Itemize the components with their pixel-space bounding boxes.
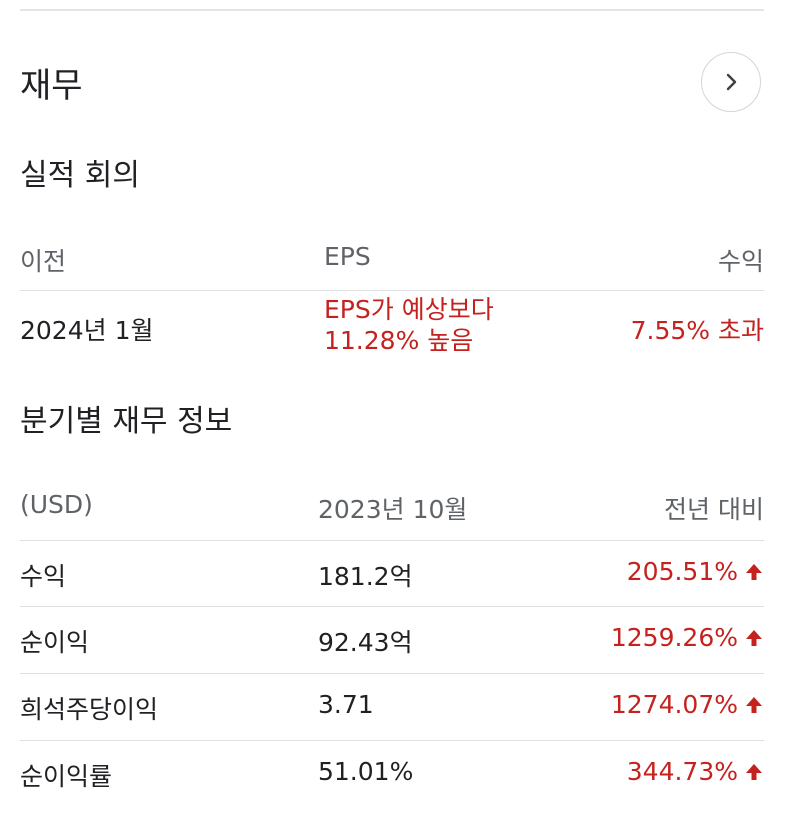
- arrow-up-icon: [746, 629, 762, 646]
- earnings-eps-result: EPS가 예상보다 11.28% 높음: [324, 294, 494, 356]
- earnings-eps-line2: 11.28% 높음: [324, 326, 474, 355]
- section-title: 재무: [20, 66, 83, 106]
- earnings-heading: 실적 회의: [20, 158, 140, 193]
- table-row-value: 92.43억: [318, 628, 413, 657]
- table-row-change: 344.73%: [627, 757, 764, 786]
- earnings-eps-line1: EPS가 예상보다: [324, 295, 494, 324]
- change-value: 344.73%: [626, 757, 738, 786]
- arrow-up-icon: [746, 763, 762, 780]
- row-divider: [20, 606, 764, 607]
- quarterly-header-yoy: 전년 대비: [664, 495, 764, 524]
- more-button[interactable]: [701, 52, 761, 112]
- earnings-period: 2024년 1월: [20, 316, 154, 345]
- table-row-change: 1259.26%: [611, 623, 764, 652]
- table-row-value: 3.71: [318, 690, 374, 719]
- earnings-header-eps: EPS: [324, 242, 371, 271]
- earnings-revenue-result: 7.55% 초과: [630, 316, 764, 345]
- table-row-label: 순이익: [20, 628, 90, 657]
- quarterly-header-currency: (USD): [20, 490, 93, 519]
- arrow-up-icon: [746, 563, 762, 580]
- quarterly-header-period: 2023년 10월: [318, 495, 468, 524]
- table-row-label: 순이익률: [20, 762, 113, 791]
- chevron-right-icon: [726, 73, 737, 91]
- change-value: 1259.26%: [610, 623, 738, 652]
- table-row-change: 1274.07%: [611, 690, 764, 719]
- quarterly-heading: 분기별 재무 정보: [20, 404, 233, 439]
- table-row-label: 수익: [20, 562, 67, 591]
- table-row-value: 181.2억: [318, 562, 413, 591]
- earnings-header-revenue: 수익: [717, 247, 764, 276]
- quarterly-divider: [20, 540, 764, 541]
- table-row-change: 205.51%: [627, 557, 764, 586]
- change-value: 205.51%: [626, 557, 738, 586]
- earnings-divider: [20, 290, 764, 291]
- table-row-value: 51.01%: [318, 757, 414, 786]
- earnings-header-previous: 이전: [20, 247, 67, 276]
- row-divider: [20, 673, 764, 674]
- arrow-up-icon: [746, 696, 762, 713]
- top-divider: [20, 9, 764, 11]
- table-row-label: 희석주당이익: [20, 695, 159, 724]
- row-divider: [20, 740, 764, 741]
- change-value: 1274.07%: [610, 690, 738, 719]
